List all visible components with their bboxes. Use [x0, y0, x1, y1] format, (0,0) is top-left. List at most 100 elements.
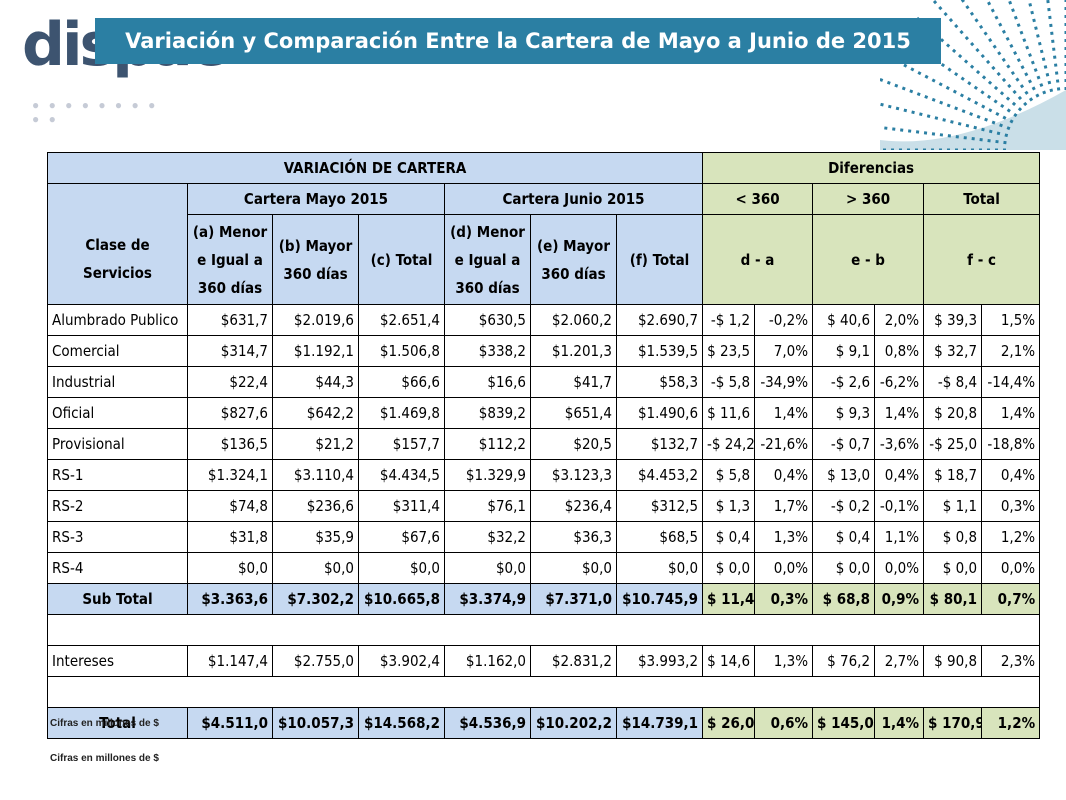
- cell-fc: $ 20,8: [923, 397, 983, 429]
- cell-e: $3.123,3: [530, 459, 617, 491]
- cell-dap: -0,2%: [754, 304, 814, 336]
- cell-ebp: 1,1%: [874, 521, 925, 553]
- cell-e: $2.060,2: [530, 304, 617, 336]
- header-clase: Clase de Servicios: [47, 214, 188, 305]
- cell-da: -$ 5,8: [702, 366, 756, 398]
- cell-da: $ 26,0: [702, 707, 756, 739]
- cell-c: $1.506,8: [358, 335, 445, 367]
- cell-c: $1.469,8: [358, 397, 445, 429]
- cell-a: $74,8: [187, 490, 273, 522]
- cell-e: $651,4: [530, 397, 617, 429]
- cell-fcp: 2,1%: [981, 335, 1041, 367]
- cell-c: $3.902,4: [358, 645, 445, 677]
- cell-dap: 1,7%: [754, 490, 814, 522]
- header-lt360: < 360: [702, 183, 814, 215]
- cell-d: $1.162,0: [444, 645, 531, 677]
- cell-a: $1.147,4: [187, 645, 273, 677]
- cell-b: $10.057,3: [272, 707, 359, 739]
- cell-d: $112,2: [444, 428, 531, 460]
- cell-b: $3.110,4: [272, 459, 359, 491]
- table-row: Intereses $1.147,4 $2.755,0 $3.902,4 $1.162,…: [47, 645, 1041, 677]
- cell-e: $10.202,2: [530, 707, 617, 739]
- cell-eb: $ 9,1: [812, 335, 876, 367]
- cell-dap: 0,6%: [754, 707, 814, 739]
- cell-dap: 7,0%: [754, 335, 814, 367]
- cell-fcp: 0,0%: [981, 552, 1041, 584]
- cell-ebp: 1,4%: [874, 707, 925, 739]
- total-row: Sub Total $3.363,6 $7.302,2 $10.665,8 $3.374…: [47, 583, 1041, 615]
- table-row: RS-4 $0,0 $0,0 $0,0 $0,0 $0,0 $0,0 $ 0,0 0,0% $ 0…: [47, 552, 1041, 584]
- cell-d: $76,1: [444, 490, 531, 522]
- cell-da: -$ 24,2: [702, 428, 756, 460]
- cell-a: $31,8: [187, 521, 273, 553]
- cell-c: $14.568,2: [358, 707, 445, 739]
- page-title: Variación y Comparación Entre la Cartera…: [95, 18, 941, 64]
- cell-f: $1.539,5: [615, 335, 704, 367]
- cell-f: $3.993,2: [615, 645, 704, 677]
- row-label: Alumbrado Publico: [47, 304, 188, 336]
- cell-f: $132,7: [615, 428, 704, 460]
- row-label: Comercial: [47, 335, 188, 367]
- cell-fc: $ 18,7: [923, 459, 983, 491]
- cell-d: $0,0: [444, 552, 531, 584]
- cell-dap: 1,3%: [754, 521, 814, 553]
- cell-fcp: 0,4%: [981, 459, 1041, 491]
- cell-e: $7.371,0: [530, 583, 617, 615]
- cell-fc: $ 80,1: [923, 583, 983, 615]
- cell-fc: $ 0,0: [923, 552, 983, 584]
- table-row: Comercial $314,7 $1.192,1 $1.506,8 $338,2 $1.…: [47, 335, 1041, 367]
- cell-a: $4.511,0: [187, 707, 273, 739]
- header-mayo: Cartera Mayo 2015: [187, 183, 445, 215]
- cell-ebp: 1,4%: [874, 397, 925, 429]
- row-label: RS-3: [47, 521, 188, 553]
- cell-ebp: -6,2%: [874, 366, 925, 398]
- cell-fc: $ 1,1: [923, 490, 983, 522]
- cell-fcp: 1,4%: [981, 397, 1041, 429]
- cell-eb: -$ 0,7: [812, 428, 876, 460]
- cell-c: $157,7: [358, 428, 445, 460]
- row-label: Provisional: [47, 428, 188, 460]
- header-a: (a) Menor e Igual a 360 días: [187, 214, 273, 305]
- cell-a: $314,7: [187, 335, 273, 367]
- table-row: Industrial $22,4 $44,3 $66,6 $16,6 $41,7 $58,3…: [47, 366, 1041, 398]
- cell-eb: $ 76,2: [812, 645, 876, 677]
- spacer-row: [46, 614, 1041, 646]
- cell-d: $839,2: [444, 397, 531, 429]
- cell-b: $2.755,0: [272, 645, 359, 677]
- header-d-a: d - a: [702, 214, 814, 305]
- footnote-1: Cifras en millones de $: [50, 718, 159, 729]
- header-f: (f) Total: [615, 214, 704, 305]
- cell-b: $7.302,2: [272, 583, 359, 615]
- cell-f: $4.453,2: [615, 459, 704, 491]
- cell-ebp: -0,1%: [874, 490, 925, 522]
- cell-fc: $ 39,3: [923, 304, 983, 336]
- cell-e: $2.831,2: [530, 645, 617, 677]
- cell-fcp: -14,4%: [981, 366, 1041, 398]
- cell-e: $41,7: [530, 366, 617, 398]
- cell-da: $ 5,8: [702, 459, 756, 491]
- cell-b: $0,0: [272, 552, 359, 584]
- cell-e: $36,3: [530, 521, 617, 553]
- header-total: Total: [923, 183, 1041, 215]
- cell-a: $827,6: [187, 397, 273, 429]
- cell-e: $20,5: [530, 428, 617, 460]
- cell-d: $3.374,9: [444, 583, 531, 615]
- row-label: Sub Total: [47, 583, 188, 615]
- cell-c: $67,6: [358, 521, 445, 553]
- header-e-b: e - b: [812, 214, 925, 305]
- cell-fcp: -18,8%: [981, 428, 1041, 460]
- cartera-variation-table: VARIACIÓN DE CARTERA Diferencias Cartera…: [46, 152, 1041, 739]
- spacer-cell: [46, 676, 1041, 708]
- header-d: (d) Menor e Igual a 360 días: [444, 214, 531, 305]
- cell-fcp: 1,2%: [981, 707, 1041, 739]
- cell-fcp: 0,7%: [981, 583, 1041, 615]
- cell-da: -$ 1,2: [702, 304, 756, 336]
- cell-fcp: 1,5%: [981, 304, 1041, 336]
- cell-fc: $ 170,9: [923, 707, 983, 739]
- cell-dap: 1,3%: [754, 645, 814, 677]
- cell-fc: -$ 8,4: [923, 366, 983, 398]
- total-row: Total $4.511,0 $10.057,3 $14.568,2 $4.536,9 $…: [47, 707, 1041, 739]
- cell-dap: -21,6%: [754, 428, 814, 460]
- sunburst-decoration-icon: [880, 0, 1066, 150]
- cell-dap: 0,0%: [754, 552, 814, 584]
